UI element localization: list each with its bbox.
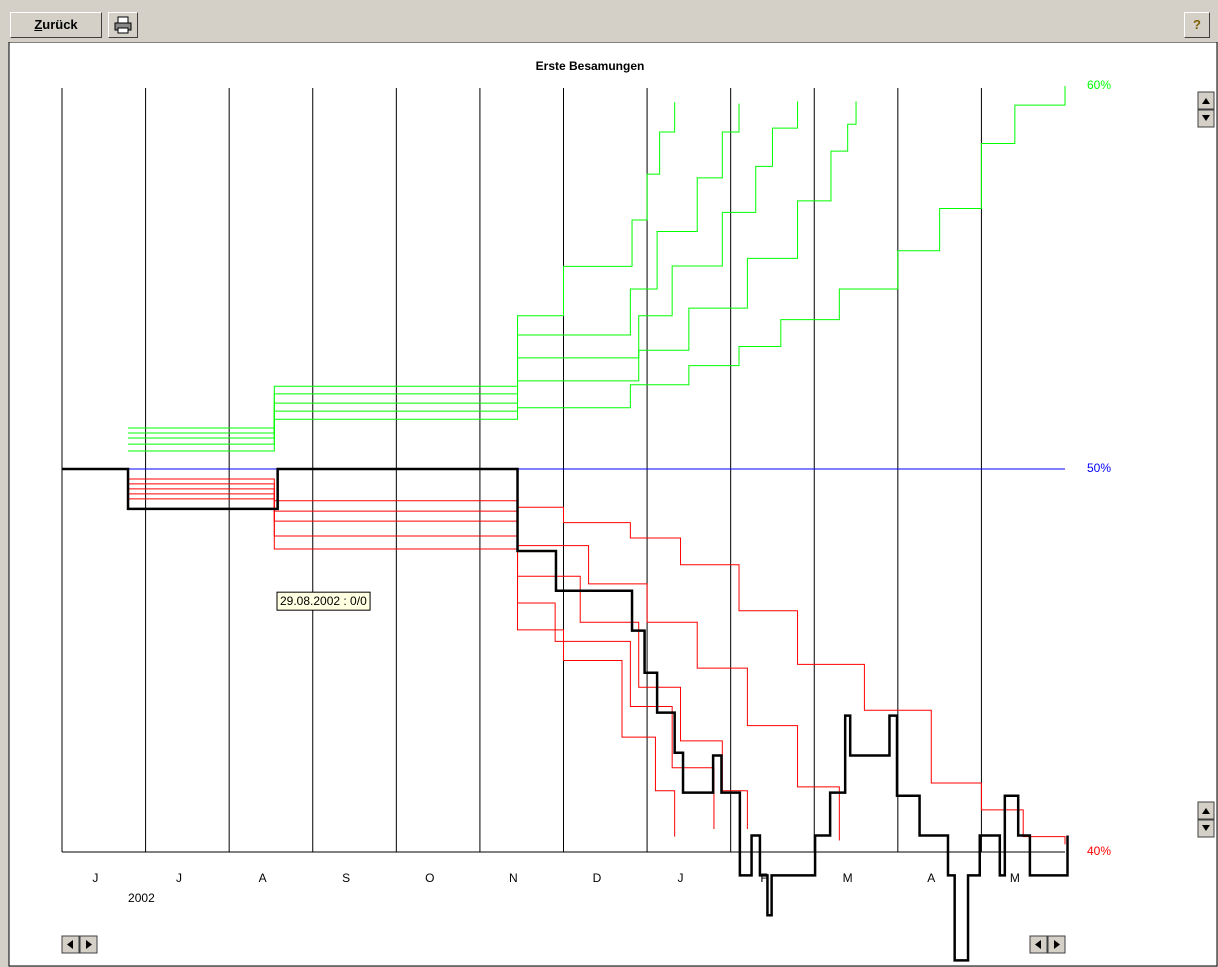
x-tick-label: J xyxy=(678,871,684,885)
arrow xyxy=(67,940,73,949)
arrow xyxy=(1202,825,1210,831)
series-line xyxy=(128,483,840,841)
chart: Erste Besamungen J J A S O N D J F M A M 2002 40% 50% 6… xyxy=(8,42,1218,967)
series-line xyxy=(128,498,676,837)
x-tick-label: A xyxy=(927,871,935,885)
back-button[interactable]: Zurück xyxy=(10,12,102,38)
y-tick-label: 60% xyxy=(1087,78,1111,92)
help-button[interactable]: ? xyxy=(1184,12,1210,38)
chart-area xyxy=(8,42,1218,967)
arrow xyxy=(1202,98,1210,104)
x-tick-label: J xyxy=(176,871,182,885)
x-tick-label: N xyxy=(509,871,518,885)
tooltip-box xyxy=(276,591,371,611)
series-line xyxy=(128,103,740,434)
series-line xyxy=(128,102,676,429)
tooltip: 29.08.2002 : 0/0 xyxy=(280,594,367,608)
year-label: 2002 xyxy=(128,891,155,905)
x-tick-label: A xyxy=(259,871,267,885)
x-tick-label: M xyxy=(1010,871,1020,885)
chart-title: Erste Besamungen xyxy=(536,59,645,73)
x-tick-label: D xyxy=(593,871,602,885)
x-tick-label: O xyxy=(425,871,434,885)
series-line xyxy=(128,101,799,439)
arrow xyxy=(1054,940,1060,949)
x-tick-label: J xyxy=(92,871,98,885)
x-tick-label: M xyxy=(843,871,853,885)
print-button[interactable] xyxy=(108,12,138,38)
x-tick-label: S xyxy=(342,871,350,885)
arrow xyxy=(86,940,92,949)
scroll-buttons xyxy=(61,91,1215,954)
arrow xyxy=(1035,940,1041,949)
arrow xyxy=(1202,808,1210,814)
arrow xyxy=(1202,115,1210,121)
print-icon xyxy=(114,16,132,34)
y-tick-label: 40% xyxy=(1087,844,1111,858)
series-line xyxy=(128,86,1066,452)
x-tick-label: F xyxy=(760,871,767,885)
y-tick-label: 50% xyxy=(1087,461,1111,475)
toolbar: Zurück ? xyxy=(0,0,1218,42)
series-line xyxy=(62,467,1069,962)
